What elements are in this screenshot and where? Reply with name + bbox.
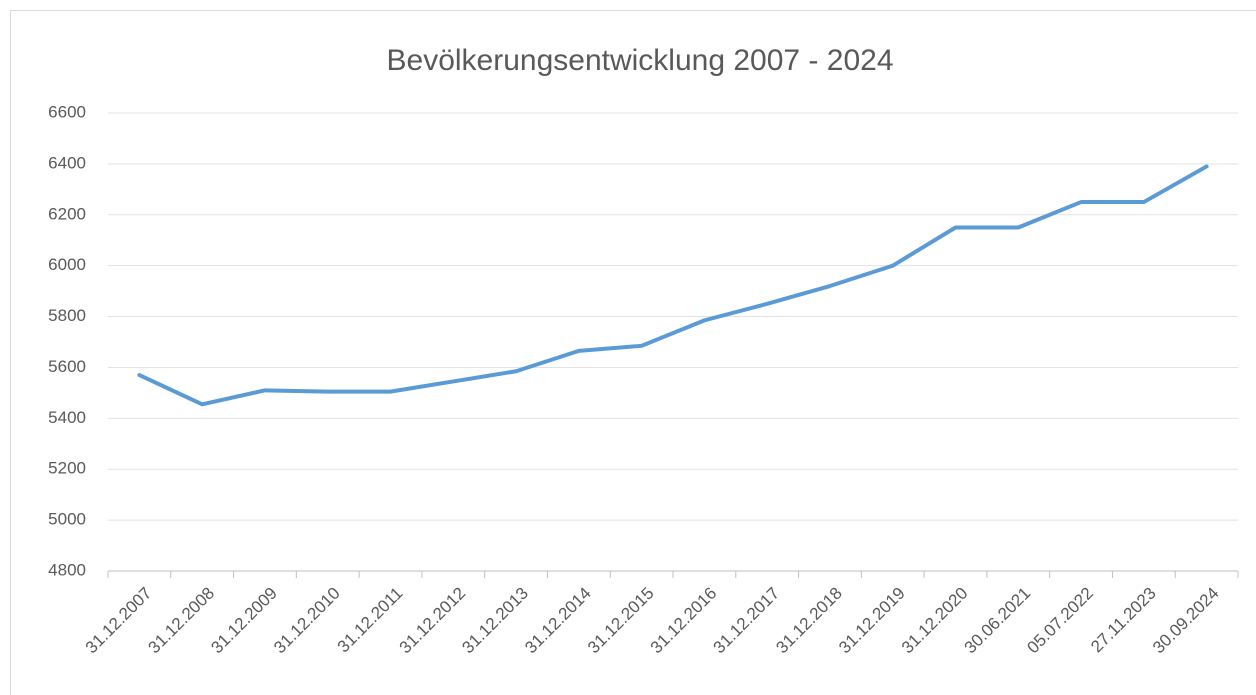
data-line	[137, 164, 1209, 407]
y-tick-label: 6400	[48, 153, 86, 172]
y-tick-label: 6600	[48, 102, 86, 121]
y-tick-label: 5600	[48, 357, 86, 376]
chart-frame	[10, 10, 1256, 695]
y-tick-label: 5000	[48, 510, 86, 529]
y-tick-label: 6200	[48, 204, 86, 223]
y-tick-label: 5200	[48, 459, 86, 478]
y-tick-label: 5800	[48, 306, 86, 325]
y-tick-label: 5400	[48, 408, 86, 427]
y-tick-label: 4800	[48, 560, 86, 579]
y-tick-label: 6000	[48, 255, 86, 274]
chart-title: Bevölkerungsentwicklung 2007 - 2024	[387, 44, 894, 77]
